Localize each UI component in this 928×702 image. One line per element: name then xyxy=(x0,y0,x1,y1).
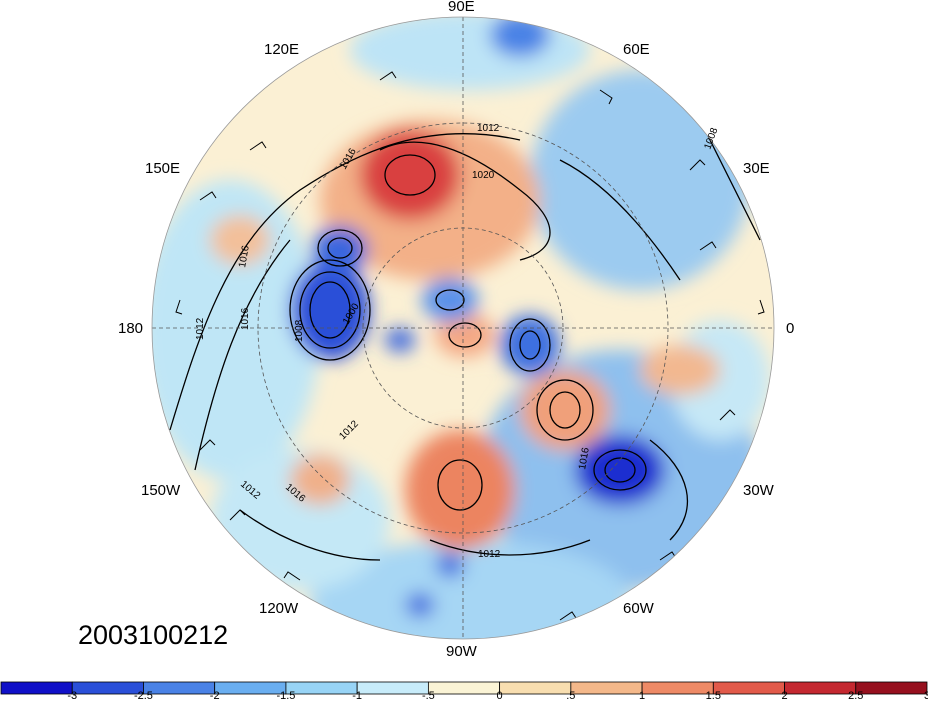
lon-label-90e: 90E xyxy=(448,0,475,15)
colorbar-tick-label: 1 xyxy=(639,690,646,702)
colorbar-tick-label: -.5 xyxy=(421,690,435,702)
colorbar-box xyxy=(143,681,216,695)
lon-label-60w: 60W xyxy=(623,600,654,617)
lon-label-150w: 150W xyxy=(141,482,181,499)
lon-label-30w: 30W xyxy=(743,482,774,499)
colorbar-box xyxy=(71,681,144,695)
contour-label-7: 1012 xyxy=(195,317,206,340)
date-time-stamp: 2003100212 xyxy=(78,620,229,650)
colorbar-tick-label: 2 xyxy=(781,690,788,702)
colorbar-box xyxy=(427,681,501,695)
lon-label-30e: 30E xyxy=(743,160,770,177)
contour-label-13: 1016 xyxy=(577,446,592,470)
colorbar-box xyxy=(214,681,287,695)
colorbar-tick-label: 3 xyxy=(923,690,928,702)
contour-label-2: 1020 xyxy=(472,170,495,181)
colorbar-tick-label: -1 xyxy=(352,690,363,702)
contour-label-8: 1008 xyxy=(294,319,305,342)
colorbar-box xyxy=(499,681,572,695)
colorbar-tick-label: 1.5 xyxy=(705,690,721,702)
colorbar xyxy=(0,681,928,695)
colorbar-box xyxy=(356,681,429,695)
colorbar-tick-label: 2.5 xyxy=(848,690,864,702)
lon-label-0: 0 xyxy=(786,320,795,337)
contour-label-6: 1016 xyxy=(240,307,251,330)
lon-label-120e: 120E xyxy=(264,41,300,58)
colorbar-tick-label: -1.5 xyxy=(276,690,296,702)
lon-label-90w: 90W xyxy=(446,643,477,660)
colorbar-tick-label: -2 xyxy=(209,690,220,702)
colorbar-tick-label: -2.5 xyxy=(133,690,153,702)
contour-label-14: 1012 xyxy=(478,549,501,560)
colorbar-tick-label: -3 xyxy=(67,690,78,702)
colorbar-box xyxy=(784,681,857,695)
colorbar-tick-label: 0 xyxy=(496,690,503,702)
contour-label-3: 1008 xyxy=(702,126,720,151)
anomaly-field xyxy=(152,17,774,639)
colorbar-box xyxy=(285,681,358,695)
pressure-contours xyxy=(169,119,761,561)
polar-stereographic-map: 1012 1020 1008 1016 1016 1016 1012 1008 … xyxy=(151,16,775,640)
graticule xyxy=(152,17,774,639)
lon-label-180: 180 xyxy=(118,320,144,337)
contour-label-1: 1012 xyxy=(477,123,500,134)
colorbar-box xyxy=(712,681,785,695)
colorbar-box xyxy=(570,681,643,695)
colorbar-tick-label: .5 xyxy=(566,690,576,702)
map-boundary xyxy=(151,16,775,640)
lon-label-60e: 60E xyxy=(623,41,650,58)
lon-label-150e: 150E xyxy=(145,160,181,177)
lon-label-120w: 120W xyxy=(259,600,299,617)
colorbar-box xyxy=(855,681,928,695)
contour-label-5: 1016 xyxy=(237,244,252,268)
colorbar-box xyxy=(0,681,73,695)
colorbar-box xyxy=(641,681,714,695)
